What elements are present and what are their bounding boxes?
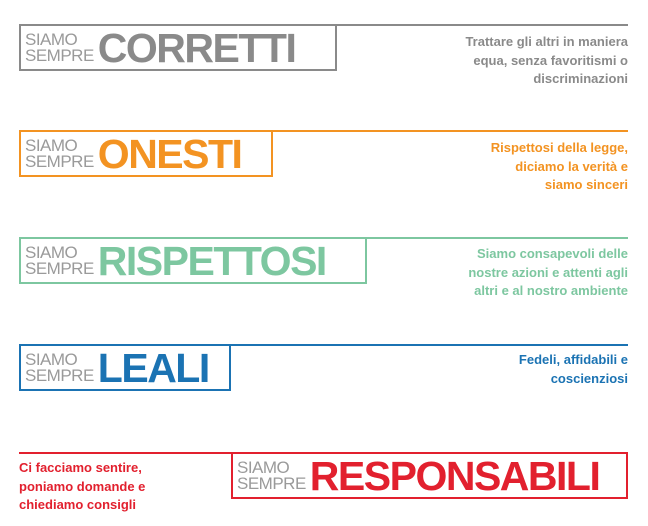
description-line: Trattare gli altri in maniera	[465, 34, 628, 49]
value-description: Trattare gli altri in maniera equa, senza…	[465, 33, 628, 89]
section-rule-1	[19, 130, 628, 132]
value-badge-responsabili: SIAMO SEMPRE RESPONSABILI	[231, 452, 628, 499]
description-line: Fedeli, affidabili e	[518, 352, 628, 367]
description-line: chiediamo consigli	[19, 497, 137, 512]
prefix-line-2: SEMPRE	[25, 45, 94, 65]
description-line: Rispettosi della legge,	[490, 140, 628, 155]
value-word: LEALI	[97, 344, 210, 391]
value-word: ONESTI	[97, 130, 243, 177]
prefix-line-2: SEMPRE	[25, 365, 94, 385]
value-word: RESPONSABILI	[309, 452, 601, 499]
value-description: Fedeli, affidabili e coscienziosi	[519, 351, 628, 388]
value-description: Rispettosi della legge, diciamo la verità…	[491, 139, 628, 195]
value-description: Siamo consapevoli delle nostre azioni e a…	[468, 245, 628, 301]
description-line: siamo sinceri	[544, 177, 628, 192]
description-line: Siamo consapevoli delle	[477, 246, 628, 261]
value-badge-leali: SIAMO SEMPRE LEALI	[19, 344, 231, 391]
description-line: Ci facciamo sentire,	[19, 460, 142, 475]
prefix-line-2: SEMPRE	[25, 258, 94, 278]
prefix-line-2: SEMPRE	[25, 151, 94, 171]
value-badge-corretti: SIAMO SEMPRE CORRETTI	[19, 24, 337, 71]
description-line: equa, senza favoritismi o	[473, 52, 628, 68]
description-line: nostre azioni e attenti agli	[468, 264, 628, 280]
prefix-line-1: SIAMO	[25, 242, 78, 262]
description-line: diciamo la verità e	[515, 158, 628, 174]
description-line: coscienziosi	[550, 370, 628, 386]
prefix-line-1: SIAMO	[237, 457, 290, 477]
prefix-line-1: SIAMO	[25, 135, 78, 155]
section-rule-3	[19, 344, 628, 346]
prefix-line-2: SEMPRE	[237, 473, 306, 493]
value-word: RISPETTOSI	[97, 237, 328, 284]
value-badge-rispettosi: SIAMO SEMPRE RISPETTOSI	[19, 237, 367, 284]
prefix-line-1: SIAMO	[25, 29, 78, 49]
value-prefix: SIAMO SEMPRE	[25, 135, 94, 171]
value-prefix: SIAMO SEMPRE	[25, 29, 94, 65]
description-line: altri e al nostro ambiente	[474, 283, 628, 298]
value-word: CORRETTI	[97, 24, 297, 71]
description-line: discriminazioni	[533, 71, 628, 86]
value-prefix: SIAMO SEMPRE	[25, 242, 94, 278]
description-line: poniamo domande e	[19, 478, 146, 494]
prefix-line-1: SIAMO	[25, 349, 78, 369]
value-description: Ci facciamo sentire, poniamo domande e chi…	[19, 459, 145, 515]
value-prefix: SIAMO SEMPRE	[237, 457, 306, 493]
value-prefix: SIAMO SEMPRE	[25, 349, 94, 385]
value-badge-onesti: SIAMO SEMPRE ONESTI	[19, 130, 273, 177]
